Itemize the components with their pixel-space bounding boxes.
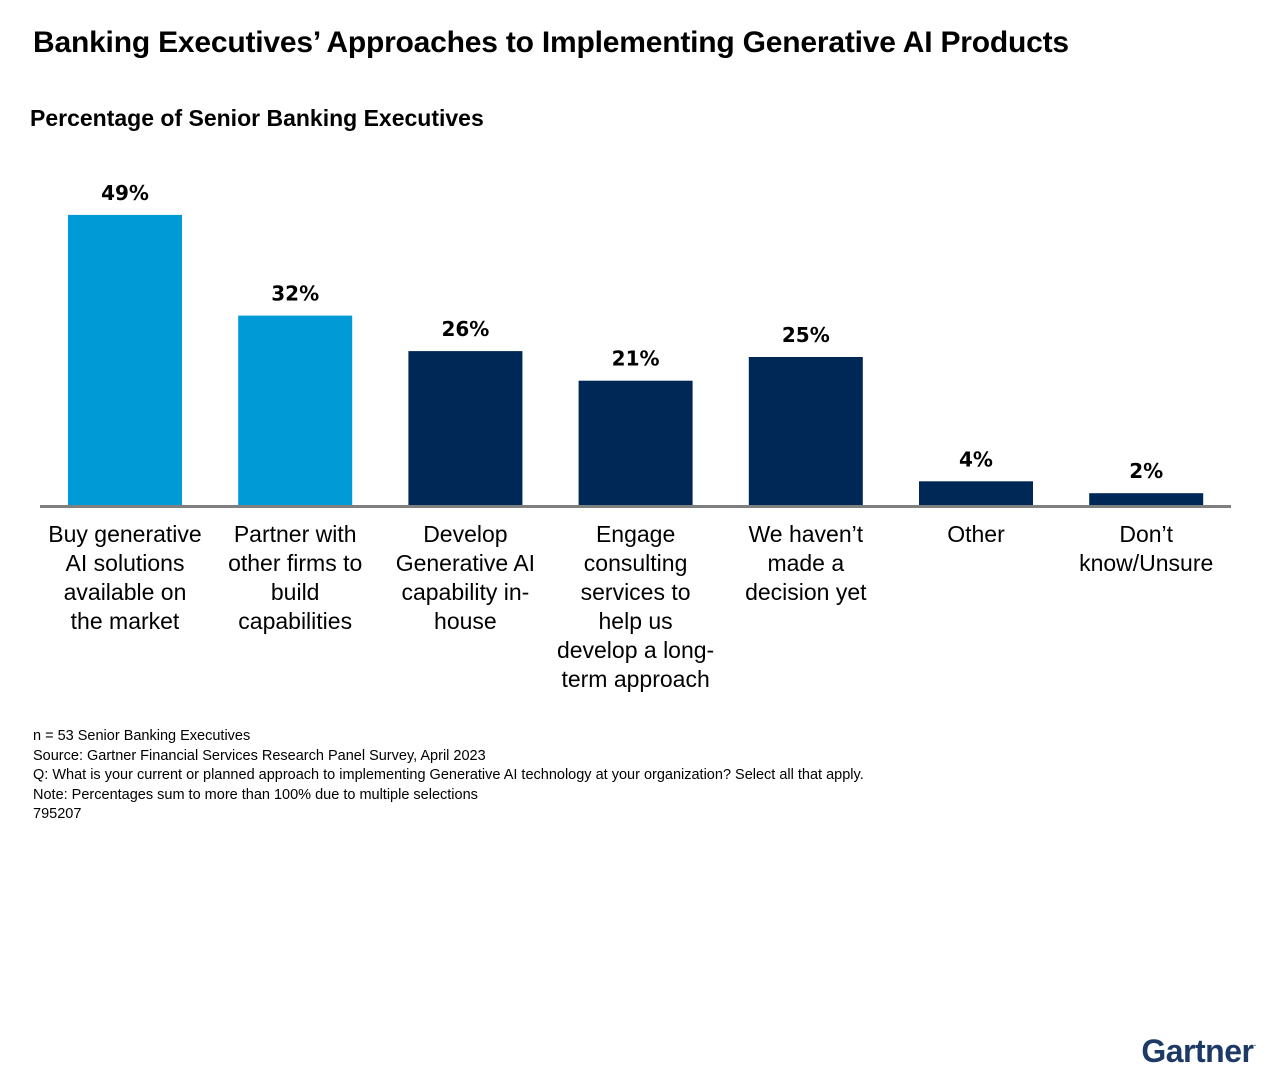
category-label-line: consulting: [583, 550, 688, 576]
category-label-line: know/Unsure: [1079, 550, 1214, 576]
bar-7: [1089, 493, 1204, 505]
bar-value-label-2: 32%: [271, 282, 319, 306]
category-label-line: available on: [63, 579, 187, 605]
category-label-5: We haven’t made a decision yet: [721, 520, 891, 607]
category-label-line: develop a long-: [556, 637, 715, 663]
category-label-line: made a: [767, 550, 845, 576]
category-label-line: other firms to: [228, 550, 363, 576]
footnotes: n = 53 Senior Banking Executives Source:…: [33, 727, 864, 825]
category-label-1: Buy generative AI solutions available on th…: [40, 520, 210, 636]
category-label-line: capabilities: [238, 608, 353, 634]
category-label-3: Develop Generative AI capability in-house: [380, 520, 550, 636]
category-label-line: Generative AI: [395, 550, 536, 576]
category-label-2: Partner with other firms to build capabilit…: [210, 520, 380, 636]
footnote-id: 795207: [33, 806, 82, 822]
category-label-line: Buy generative: [48, 521, 202, 547]
bar-value-label-4: 21%: [612, 347, 660, 371]
category-label-line: AI solutions: [65, 550, 185, 576]
bar-1: [68, 214, 182, 505]
category-label-4: Engage consulting services to help us develo…: [551, 520, 721, 694]
category-label-line: Other: [947, 521, 1005, 547]
category-label-line: Engage: [595, 521, 676, 547]
bar-3: [408, 351, 523, 505]
category-label-line: term approach: [561, 666, 710, 692]
category-label-line: We haven’t: [748, 521, 864, 547]
category-label-line: Partner with: [233, 521, 357, 547]
bar-value-label-5: 25%: [782, 323, 830, 347]
bar-6: [919, 481, 1033, 505]
footnote-question: Q: What is your current or planned appro…: [33, 767, 864, 783]
category-label-line: help us: [598, 608, 673, 634]
bar-2: [238, 315, 353, 505]
category-label-7: Don’t know/Unsure: [1061, 520, 1231, 578]
chart-subtitle: Percentage of Senior Banking Executives: [30, 105, 484, 131]
category-label-line: the market: [70, 608, 180, 634]
footnote-note: Note: Percentages sum to more than 100% …: [33, 786, 478, 803]
category-label-line: Don’t: [1119, 521, 1174, 547]
footnote-source: Source: Gartner Financial Services Resea…: [33, 747, 486, 764]
category-label-line: house: [434, 608, 497, 634]
bar-value-label-3: 26%: [441, 317, 489, 341]
bar-5: [748, 357, 863, 505]
category-label-line: services to: [580, 579, 691, 605]
category-label-line: capability in-: [401, 579, 530, 605]
bar-4: [578, 380, 693, 505]
category-label-line: build: [270, 579, 320, 605]
chart-title: Banking Executives’ Approaches to Implem…: [33, 26, 1069, 59]
logo-mark: .: [1253, 1037, 1256, 1049]
gartner-logo: Gartner.: [1141, 1033, 1256, 1070]
logo-text: Gartner: [1141, 1033, 1254, 1069]
bar-chart: 49% 32% 26% 21% 25% 4% 2%: [40, 181, 1231, 508]
category-label-line: Develop: [423, 521, 508, 547]
category-label-6: Other: [891, 520, 1061, 549]
category-label-line: decision yet: [745, 579, 867, 605]
bar-value-label-7: 2%: [1129, 459, 1163, 483]
footnote-sample: n = 53 Senior Banking Executives: [33, 728, 251, 744]
bar-value-label-1: 49%: [101, 181, 149, 205]
bar-value-label-6: 4%: [959, 447, 993, 471]
